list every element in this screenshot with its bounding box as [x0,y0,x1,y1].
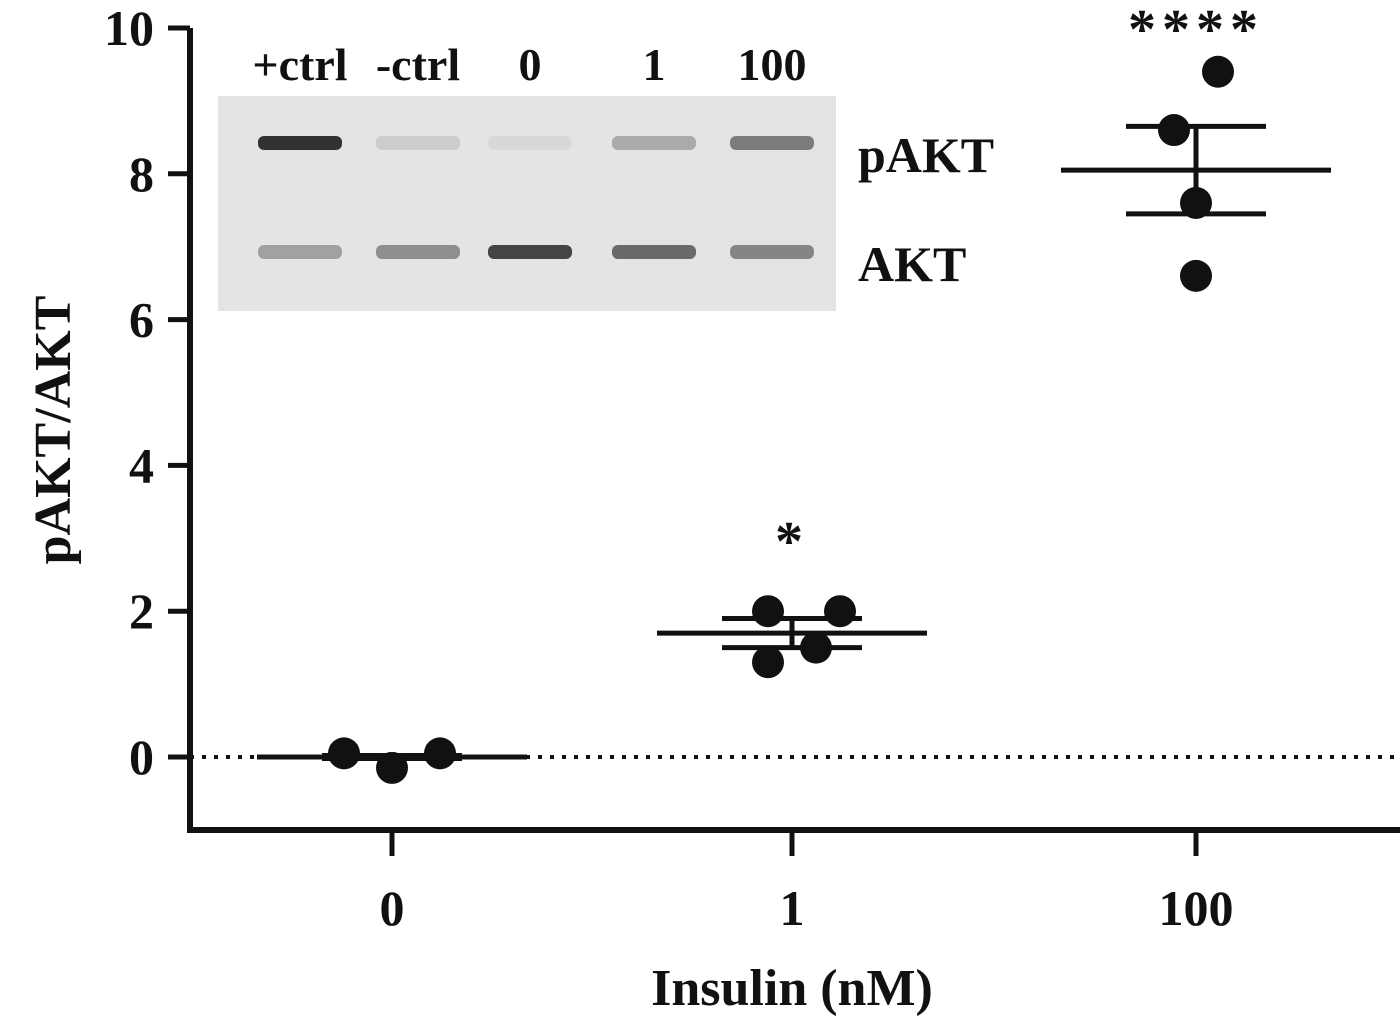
data-point [752,595,784,628]
significance-label: **** [1128,0,1264,61]
blot-lane-label: 0 [519,39,542,90]
x-tick-label: 100 [1159,880,1234,936]
blot-lane-label: 100 [738,39,807,90]
akt-band [612,245,696,259]
blot-lane-label: -ctrl [376,39,460,90]
pakt-band [258,136,342,150]
data-point [1158,114,1190,147]
western-blot-inset: +ctrl -ctrl 0 1 100 pAKT AKT [218,39,994,311]
y-axis-title: pAKT/AKT [25,296,82,565]
y-tick-label: 8 [129,146,154,202]
y-tick-label: 2 [129,583,154,639]
y-tick-label: 0 [129,729,154,785]
data-point [328,737,360,770]
x-axis-title: Insulin (nM) [651,960,933,1017]
akt-band [376,245,460,259]
pakt-band [488,136,572,150]
pakt-band [376,136,460,150]
y-tick-label: 6 [129,292,154,348]
group-0 [257,737,527,784]
blot-lane-label: +ctrl [252,39,347,90]
x-tick-label: 0 [380,880,405,936]
blot-band-label: AKT [858,236,966,292]
data-point [824,595,856,628]
akt-band [730,245,814,259]
data-point [424,737,456,770]
akt-band [488,245,572,259]
group-1: * [657,511,927,679]
significance-label: * [775,511,809,573]
group-100: **** [1061,0,1331,292]
pakt-band [730,136,814,150]
akt-band [258,245,342,259]
data-point [376,751,408,784]
y-tick-label: 10 [104,0,154,56]
blot-background [218,96,836,311]
x-tick-label: 1 [780,880,805,936]
data-point [1180,186,1212,219]
data-point [1180,259,1212,292]
data-point [800,631,832,664]
blot-lane-label: 1 [643,39,666,90]
data-point [752,646,784,679]
blot-band-label: pAKT [858,127,994,183]
pakt-band [612,136,696,150]
y-tick-label: 4 [129,437,154,493]
data-point [1202,55,1234,88]
